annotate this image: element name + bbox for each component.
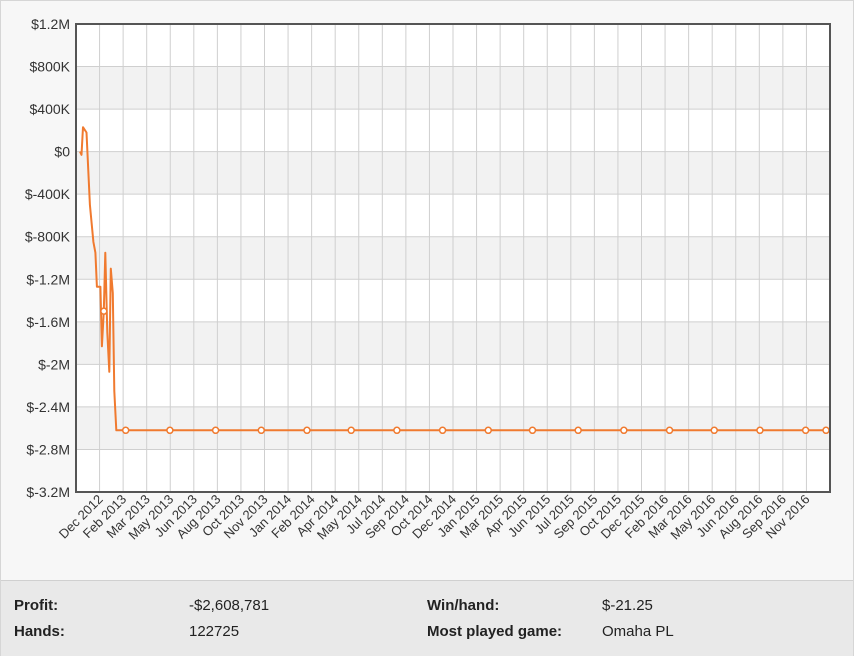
stats-panel: Profit: -$2,608,781 Win/hand: $-21.25 Ha… bbox=[1, 580, 853, 656]
y-tick-label: $1.2M bbox=[31, 16, 70, 32]
data-point bbox=[393, 426, 401, 435]
profit-label: Profit: bbox=[14, 597, 59, 614]
y-tick-label: $-2.8M bbox=[26, 441, 70, 457]
data-point bbox=[303, 426, 311, 435]
y-tick-label: $-3.2M bbox=[26, 484, 70, 500]
most-played-game-value: Omaha PL bbox=[602, 623, 674, 640]
hands-value: 122725 bbox=[189, 623, 240, 640]
y-tick-label: $-800K bbox=[25, 229, 71, 245]
data-point bbox=[822, 426, 830, 435]
profit-line bbox=[79, 126, 826, 432]
data-point bbox=[528, 426, 537, 435]
data-point bbox=[484, 426, 493, 435]
data-point bbox=[756, 426, 764, 435]
data-point bbox=[211, 426, 220, 435]
y-axis-labels: $1.2M $800K $400K $0 $-400K $-800K $-1.2M $-1.6… bbox=[25, 16, 71, 500]
data-point bbox=[347, 426, 355, 435]
data-point bbox=[166, 426, 174, 435]
data-point bbox=[574, 426, 582, 435]
y-tick-label: $-400K bbox=[25, 186, 71, 202]
data-point bbox=[257, 426, 266, 435]
plot-border bbox=[75, 23, 831, 493]
hands-label: Hands: bbox=[14, 623, 65, 640]
winhand-value: $-21.25 bbox=[602, 597, 653, 614]
y-tick-label: $0 bbox=[54, 144, 70, 160]
y-tick-label: $400K bbox=[30, 101, 71, 117]
winhand-label: Win/hand: bbox=[427, 597, 500, 614]
y-tick-label: $-2.4M bbox=[26, 399, 70, 415]
data-point bbox=[665, 426, 674, 435]
data-point bbox=[801, 426, 810, 435]
data-point bbox=[620, 426, 628, 435]
data-point bbox=[121, 426, 130, 435]
y-tick-label: $-2M bbox=[38, 356, 70, 372]
data-point bbox=[438, 426, 447, 435]
y-tick-label: $-1.6M bbox=[26, 314, 70, 330]
data-point bbox=[100, 307, 108, 315]
profit-chart: $1.2M $800K $400K $0 $-400K $-800K $-1.2M $-1.6… bbox=[25, 16, 831, 543]
y-tick-label: $800K bbox=[30, 59, 71, 75]
y-tick-label: $-1.2M bbox=[26, 271, 70, 287]
data-point bbox=[710, 426, 718, 435]
profit-value: -$2,608,781 bbox=[189, 597, 270, 614]
most-played-game-label: Most played game: bbox=[427, 623, 563, 640]
